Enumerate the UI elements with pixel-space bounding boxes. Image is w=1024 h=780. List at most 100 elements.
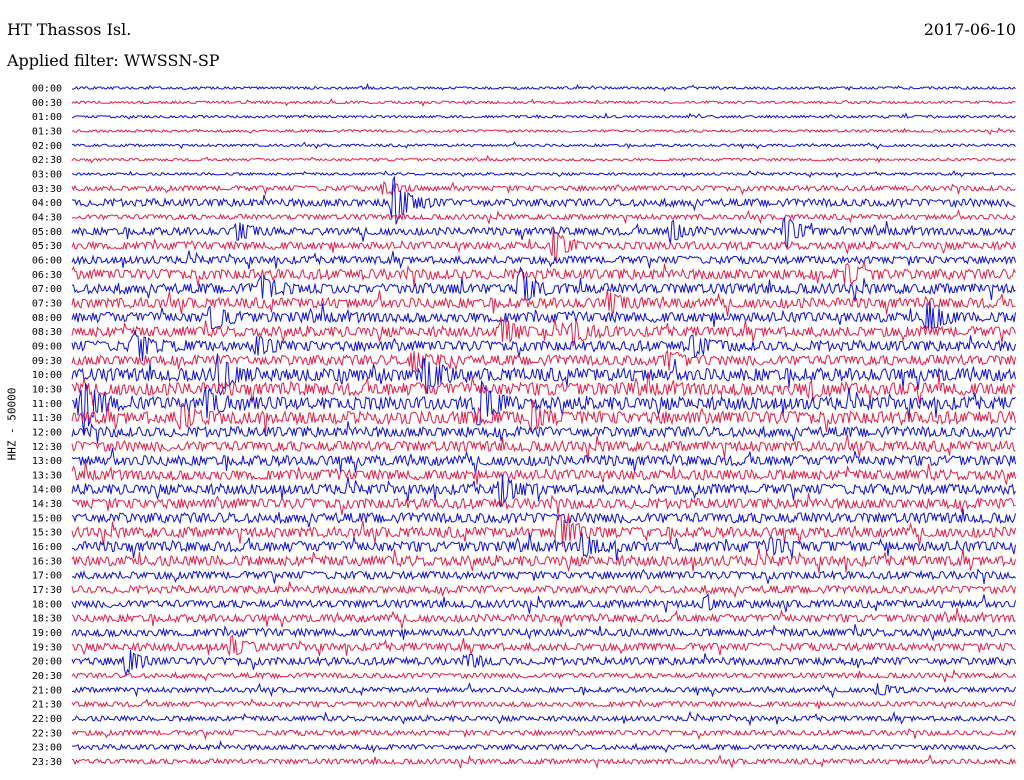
row-time-label: 04:00 (32, 198, 62, 209)
trace-line (71, 226, 1016, 262)
row-time-label: 06:30 (32, 270, 62, 281)
row-time-label: 10:00 (32, 370, 62, 381)
trace-line (71, 532, 1016, 561)
trace-line (71, 353, 1016, 397)
row-time-label: 12:30 (32, 442, 62, 453)
trace-line (71, 175, 1016, 225)
row-time-label: 21:30 (32, 700, 62, 711)
row-time-label: 06:00 (32, 255, 62, 266)
row-time-label: 07:00 (32, 284, 62, 295)
trace-line (71, 316, 1016, 347)
row-time-label: 16:00 (32, 542, 62, 553)
trace-line (71, 697, 1016, 710)
trace-line (71, 681, 1016, 699)
trace-line (71, 288, 1016, 317)
trace-line (71, 399, 1016, 435)
trace-line (71, 260, 1016, 287)
filter-label: Applied filter: WWSSN-SP (7, 51, 220, 70)
row-time-label: 11:00 (32, 399, 62, 410)
trace-line (71, 421, 1016, 444)
row-time-label: 17:30 (32, 585, 62, 596)
trace-line (71, 753, 1016, 770)
row-time-label: 08:00 (32, 313, 62, 324)
trace-line (71, 82, 1016, 92)
row-time-label: 05:30 (32, 241, 62, 252)
row-time-label: 18:00 (32, 599, 62, 610)
trace-line (71, 568, 1016, 585)
trace-line (71, 266, 1016, 302)
station-title: HT Thassos Isl. (7, 20, 132, 39)
row-time-label: 15:30 (32, 528, 62, 539)
trace-line (71, 592, 1016, 614)
row-time-label: 02:30 (32, 155, 62, 166)
trace-line (71, 513, 1016, 547)
row-time-label: 05:00 (32, 227, 62, 238)
row-time-label: 13:00 (32, 456, 62, 467)
trace-line (71, 624, 1016, 642)
trace-line (71, 216, 1016, 248)
trace-line (71, 169, 1016, 179)
row-time-label: 07:30 (32, 298, 62, 309)
row-time-label: 22:30 (32, 728, 62, 739)
trace-line (71, 461, 1016, 485)
trace-line (71, 508, 1016, 528)
row-time-label: 11:30 (32, 413, 62, 424)
trace-line (71, 493, 1016, 516)
row-time-label: 17:00 (32, 571, 62, 582)
trace-line (71, 181, 1016, 196)
row-time-label: 03:00 (32, 169, 62, 180)
row-time-label: 20:00 (32, 657, 62, 668)
trace-line (71, 728, 1016, 741)
trace-line (71, 112, 1016, 120)
trace-line (71, 650, 1016, 678)
trace-line (71, 581, 1016, 599)
row-time-label: 19:30 (32, 642, 62, 653)
row-time-label: 01:00 (32, 112, 62, 123)
row-time-label: 21:00 (32, 685, 62, 696)
trace-line (71, 548, 1016, 574)
trace-line (71, 474, 1016, 508)
trace-line (71, 155, 1016, 164)
trace-line (71, 710, 1016, 727)
row-time-label: 02:00 (32, 141, 62, 152)
row-time-label: 19:00 (32, 628, 62, 639)
row-time-label: 13:30 (32, 470, 62, 481)
trace-line (71, 209, 1016, 225)
row-time-label: 01:30 (32, 126, 62, 137)
row-time-label: 23:30 (32, 757, 62, 768)
trace-line (71, 634, 1016, 657)
trace-line (71, 349, 1016, 374)
row-time-label: 10:30 (32, 384, 62, 395)
row-time-label: 12:00 (32, 427, 62, 438)
trace-line (71, 141, 1016, 150)
row-time-label: 20:30 (32, 671, 62, 682)
trace-line (71, 740, 1016, 754)
row-time-label: 00:00 (32, 84, 62, 95)
row-time-label: 03:30 (32, 184, 62, 195)
trace-line (71, 434, 1016, 460)
row-time-label: 04:30 (32, 212, 62, 223)
trace-line (71, 668, 1016, 683)
trace-line (71, 98, 1016, 108)
row-time-label: 09:00 (32, 341, 62, 352)
trace-line (71, 448, 1016, 475)
trace-line (71, 250, 1016, 270)
row-time-label: 14:30 (32, 499, 62, 510)
trace-line (71, 329, 1016, 362)
trace-line (71, 380, 1016, 433)
row-time-label: 22:00 (32, 714, 62, 725)
row-time-label: 00:30 (32, 98, 62, 109)
row-time-label: 16:30 (32, 556, 62, 567)
trace-line (71, 300, 1016, 332)
trace-line (71, 371, 1016, 406)
row-time-label: 14:00 (32, 485, 62, 496)
row-time-label: 08:30 (32, 327, 62, 338)
row-time-label: 15:00 (32, 513, 62, 524)
row-time-label: 23:00 (32, 743, 62, 754)
date-label: 2017-06-10 (923, 20, 1016, 39)
row-time-label: 18:30 (32, 614, 62, 625)
trace-line (71, 607, 1016, 629)
trace-line (71, 127, 1016, 136)
row-time-label: 09:30 (32, 356, 62, 367)
